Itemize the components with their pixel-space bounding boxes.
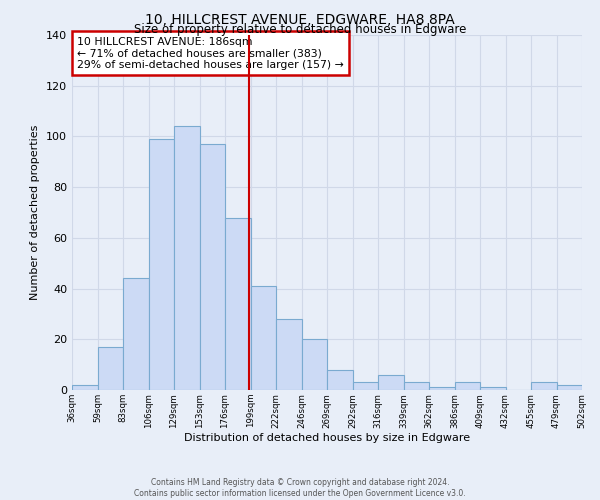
Bar	[97, 347, 123, 390]
Bar	[174, 126, 199, 390]
Y-axis label: Number of detached properties: Number of detached properties	[31, 125, 40, 300]
Bar	[429, 388, 455, 390]
Bar	[455, 382, 480, 390]
Bar	[276, 319, 302, 390]
Bar	[378, 375, 404, 390]
Bar	[557, 385, 582, 390]
Text: 10 HILLCREST AVENUE: 186sqm
← 71% of detached houses are smaller (383)
29% of se: 10 HILLCREST AVENUE: 186sqm ← 71% of det…	[77, 37, 344, 70]
Text: 10, HILLCREST AVENUE, EDGWARE, HA8 8PA: 10, HILLCREST AVENUE, EDGWARE, HA8 8PA	[145, 12, 455, 26]
Bar	[302, 340, 327, 390]
Bar	[225, 218, 251, 390]
Bar	[327, 370, 353, 390]
Bar	[123, 278, 149, 390]
Bar	[199, 144, 225, 390]
Bar	[251, 286, 276, 390]
X-axis label: Distribution of detached houses by size in Edgware: Distribution of detached houses by size …	[184, 433, 470, 443]
Text: Size of property relative to detached houses in Edgware: Size of property relative to detached ho…	[134, 22, 466, 36]
Bar	[353, 382, 378, 390]
Bar	[72, 385, 97, 390]
Bar	[480, 388, 505, 390]
Bar	[531, 382, 557, 390]
Bar	[149, 139, 174, 390]
Bar	[404, 382, 429, 390]
Text: Contains HM Land Registry data © Crown copyright and database right 2024.
Contai: Contains HM Land Registry data © Crown c…	[134, 478, 466, 498]
